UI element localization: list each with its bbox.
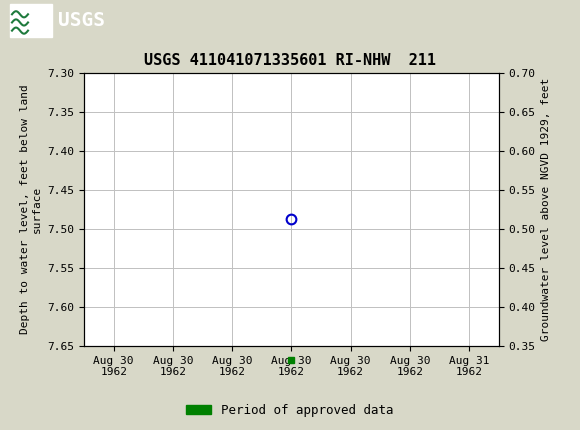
Y-axis label: Depth to water level, feet below land
surface: Depth to water level, feet below land su…: [20, 85, 42, 335]
FancyBboxPatch shape: [10, 4, 52, 37]
Text: USGS: USGS: [58, 11, 105, 30]
Text: USGS 411041071335601 RI-NHW  211: USGS 411041071335601 RI-NHW 211: [144, 53, 436, 68]
Y-axis label: Groundwater level above NGVD 1929, feet: Groundwater level above NGVD 1929, feet: [541, 78, 551, 341]
Legend: Period of approved data: Period of approved data: [181, 399, 399, 421]
